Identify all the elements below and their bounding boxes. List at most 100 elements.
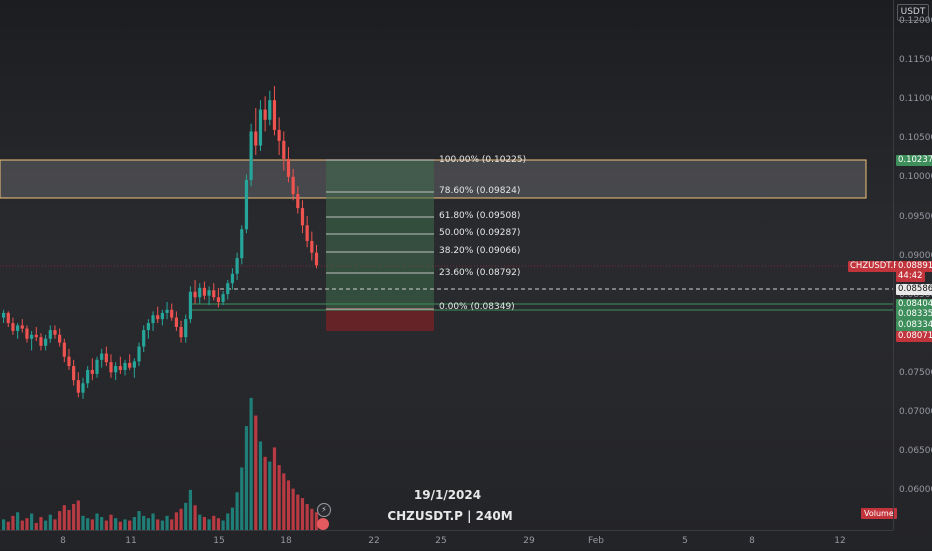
- last-price-badge: 0.08891: [896, 261, 932, 272]
- fib-loss-box: [326, 308, 434, 331]
- candle-body: [20, 325, 24, 329]
- candle-body: [184, 319, 188, 338]
- candle-body: [277, 129, 281, 141]
- volume-bar: [263, 456, 267, 530]
- volume-bar: [314, 512, 319, 530]
- dashed-level-badge: 0.08586: [896, 284, 932, 295]
- volume-bar: [282, 473, 286, 530]
- candle-body: [100, 353, 104, 360]
- candle-body: [86, 369, 90, 384]
- volume-bar: [170, 519, 174, 530]
- candle-body: [67, 356, 71, 367]
- candle-body: [226, 283, 230, 295]
- volume-bar: [291, 488, 295, 530]
- candle-body: [137, 346, 141, 362]
- fib-level-label: 100.00% (0.10225): [439, 155, 527, 165]
- fib-level-label: 61.80% (0.09508): [439, 211, 521, 221]
- volume-bar: [212, 515, 216, 530]
- candle-body: [216, 297, 221, 302]
- date-tick-label: Feb: [588, 536, 604, 546]
- candle-body: [48, 330, 52, 339]
- candle-body: [95, 359, 99, 374]
- candle-body: [170, 309, 174, 318]
- flag-event-icon[interactable]: [317, 518, 329, 530]
- volume-bar: [104, 520, 108, 530]
- candle-body: [198, 287, 202, 298]
- candle-body: [286, 158, 291, 177]
- fib-level-label: 38.20% (0.09066): [439, 246, 521, 256]
- date-tick-label: 5: [682, 536, 688, 546]
- volume-bar: [286, 480, 291, 530]
- volume-label: Volume: [861, 508, 897, 519]
- candle-body: [258, 109, 263, 146]
- volume-bar: [25, 518, 29, 530]
- volume-bar: [53, 519, 57, 530]
- volume-bar: [16, 512, 20, 530]
- candle-body: [240, 229, 244, 259]
- candle-body: [291, 176, 295, 195]
- fib-level-label: 78.60% (0.09824): [439, 186, 521, 196]
- candle-body: [114, 366, 118, 373]
- candle-body: [174, 317, 178, 327]
- candle-body: [254, 131, 258, 146]
- volume-bar: [100, 517, 104, 530]
- volume-bar: [277, 465, 281, 530]
- watermark-date: 19/1/2024: [413, 488, 482, 502]
- volume-bar: [240, 467, 244, 530]
- volume-bar: [142, 515, 146, 530]
- candle-body: [151, 315, 155, 324]
- volume-bar: [179, 508, 183, 530]
- candle-body: [165, 309, 169, 313]
- candle-body: [310, 240, 314, 253]
- level-c-badge: 0.08334: [896, 320, 932, 331]
- candle-body: [11, 323, 15, 331]
- candle-body: [235, 258, 239, 274]
- volume-bar: [128, 520, 132, 530]
- candle-body: [207, 290, 211, 296]
- volume-bar: [296, 494, 300, 530]
- candle-body: [104, 353, 108, 363]
- volume-bar: [67, 509, 71, 530]
- volume-bar: [160, 520, 164, 530]
- price-chart[interactable]: [0, 0, 893, 530]
- volume-bar: [123, 519, 127, 530]
- date-axis[interactable]: [0, 530, 893, 551]
- candle-body: [2, 312, 6, 318]
- flash-icon[interactable]: ⚡: [317, 503, 331, 517]
- date-tick-label: 29: [523, 536, 535, 546]
- volume-bar: [151, 513, 155, 530]
- candle-body: [44, 338, 48, 346]
- candle-body: [16, 325, 20, 331]
- volume-bar: [254, 415, 258, 530]
- watermark-symbol: CHZUSDT.P | 240M: [387, 509, 513, 523]
- candle-body: [72, 366, 76, 381]
- volume-bar: [268, 461, 272, 530]
- candle-body: [109, 362, 113, 373]
- volume-bar: [202, 517, 207, 530]
- volume-bar: [114, 518, 118, 530]
- candle-body: [244, 179, 249, 230]
- date-tick-label: 12: [834, 536, 846, 546]
- volume-bar: [95, 513, 99, 530]
- volume-bar: [230, 507, 235, 530]
- volume-bar: [244, 426, 249, 530]
- candle-body: [188, 291, 192, 320]
- volume-bar: [118, 521, 122, 530]
- candle-body: [160, 312, 164, 320]
- currency-button[interactable]: USDT: [897, 4, 929, 21]
- candle-body: [6, 312, 10, 324]
- volume-bar: [62, 505, 66, 530]
- volume-bar: [137, 511, 141, 530]
- countdown-badge: 44:42: [896, 271, 925, 282]
- volume-bar: [198, 514, 202, 530]
- candle-body: [263, 109, 267, 120]
- candle-body: [123, 362, 127, 370]
- volume-bar: [86, 518, 90, 530]
